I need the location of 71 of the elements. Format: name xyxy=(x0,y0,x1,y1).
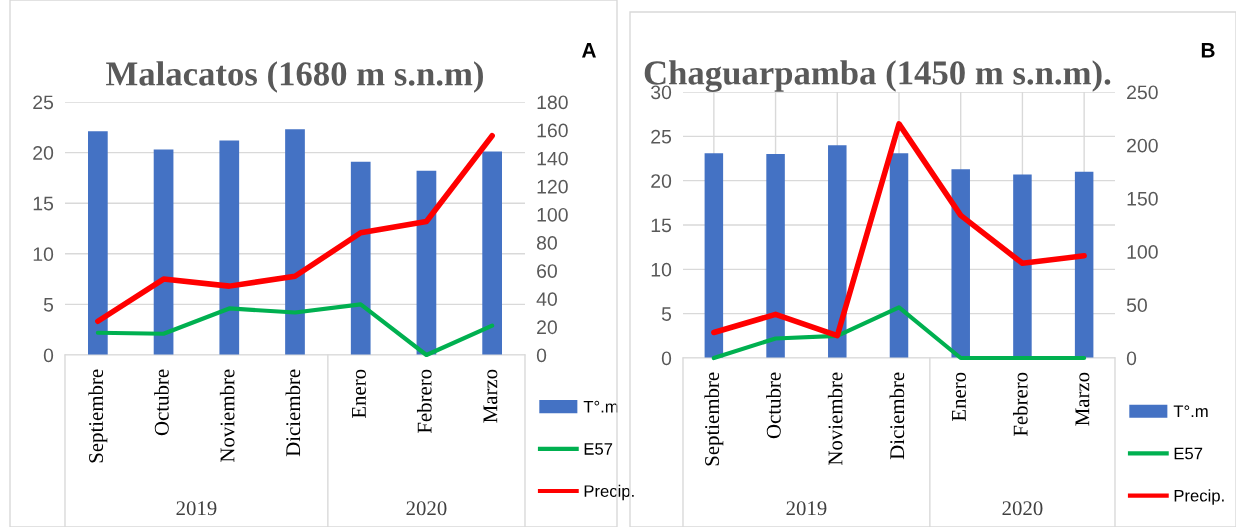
bar xyxy=(350,161,371,355)
x-tick-label: Noviembre xyxy=(827,372,843,466)
y-tick-label: 20 xyxy=(33,146,54,160)
y-tick-label: 5 xyxy=(43,298,54,312)
bar xyxy=(153,149,174,355)
x-tick-label: Septiembre xyxy=(704,372,724,466)
legend-label: Precip. xyxy=(1174,489,1224,505)
bar xyxy=(889,153,909,358)
text: 2019 xyxy=(786,501,827,516)
x-tick-label: Octubre xyxy=(766,372,781,439)
y2-tick-label: 100 xyxy=(1127,245,1158,259)
legend-label: E57 xyxy=(1174,447,1203,460)
y-tick-label: 15 xyxy=(651,218,672,233)
y-tick-label: 15 xyxy=(33,196,54,211)
y2-tick-label: 20 xyxy=(537,320,557,335)
x-tick-label: Enero xyxy=(352,369,366,419)
text: 2020 xyxy=(406,501,447,516)
y2-tick-label: 140 xyxy=(537,151,568,166)
x-tick-label: Octubre xyxy=(154,369,169,436)
text: 2020 xyxy=(1002,501,1043,516)
bar xyxy=(828,145,847,358)
y-tick-label: 0 xyxy=(43,348,54,363)
x-tick-label: Septiembre xyxy=(88,369,108,463)
text: 2019 xyxy=(176,501,217,516)
x-tick-label: Marzo xyxy=(1075,372,1090,426)
text: B xyxy=(1201,43,1215,58)
y2-tick-label: 80 xyxy=(536,236,557,250)
x-tick-label: Marzo xyxy=(483,369,498,423)
y2-tick-label: 60 xyxy=(537,264,557,278)
bar xyxy=(482,151,502,355)
y2-tick-label: 100 xyxy=(537,207,568,222)
bar xyxy=(1013,174,1032,358)
legend-label: E57 xyxy=(584,443,613,455)
legend-label: Precip. xyxy=(584,484,634,501)
y-tick-label: 5 xyxy=(661,307,672,321)
legend-label: T°.m xyxy=(1173,405,1208,417)
y2-tick-label: 120 xyxy=(537,179,568,194)
line-series xyxy=(711,305,1087,361)
bar xyxy=(1074,171,1094,358)
legend-label: T°.m xyxy=(583,400,618,413)
y-tick-label: 10 xyxy=(651,262,672,277)
bar xyxy=(416,170,437,355)
y2-tick-label: 200 xyxy=(1127,138,1158,153)
y-tick-label: 10 xyxy=(33,247,54,262)
y2-tick-label: 250 xyxy=(1127,85,1158,100)
y2-tick-label: 150 xyxy=(1127,191,1158,206)
bar xyxy=(88,131,108,355)
bar xyxy=(951,169,970,358)
y-tick-label: 25 xyxy=(33,95,54,110)
bar xyxy=(766,154,785,358)
y2-tick-label: 180 xyxy=(537,95,568,110)
y-tick-label: 25 xyxy=(651,129,672,144)
bar xyxy=(285,129,305,355)
bar xyxy=(704,153,724,358)
y2-tick-label: 0 xyxy=(536,348,547,363)
x-tick-label: Diciembre xyxy=(889,372,905,460)
y2-tick-label: 40 xyxy=(536,292,557,307)
x-tick-label: Febrero xyxy=(1012,372,1028,437)
y2-tick-label: 0 xyxy=(1126,351,1137,366)
y-tick-label: 20 xyxy=(651,174,672,188)
x-tick-label: Enero xyxy=(952,372,966,422)
x-tick-label: Noviembre xyxy=(219,369,235,463)
bar xyxy=(219,140,240,355)
x-tick-label: Diciembre xyxy=(285,369,301,457)
x-tick-label: Febrero xyxy=(416,369,432,434)
y-tick-label: 0 xyxy=(661,351,672,366)
text: A xyxy=(581,43,596,58)
y2-tick-label: 160 xyxy=(537,123,568,138)
line-series xyxy=(95,302,495,358)
chart-title: Malacatos (1680 m s.n.m) xyxy=(106,61,483,93)
y2-tick-label: 50 xyxy=(1126,298,1147,313)
